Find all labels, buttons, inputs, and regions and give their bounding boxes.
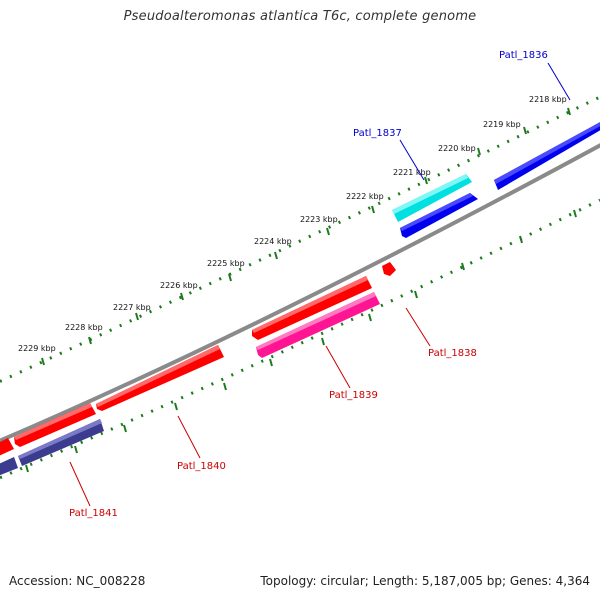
- ruler-tick-label: 2226 kbp: [160, 281, 198, 290]
- ruler-tick-label: 2224 kbp: [254, 237, 292, 246]
- outer-ruler-ticks: [41, 107, 571, 366]
- page-title: Pseudoalteromonas atlantica T6c, complet…: [123, 9, 477, 24]
- ruler-tick-label: 2222 kbp: [346, 192, 384, 201]
- gene-Patl_1839[interactable]: [256, 292, 380, 358]
- gene-forward-unnamed[interactable]: [400, 193, 478, 238]
- gene-Patl_1840[interactable]: [96, 345, 224, 411]
- ruler-tick-label: 2221 kbp: [393, 168, 431, 177]
- ruler-tick-label: 2223 kbp: [300, 215, 338, 224]
- gene-reverse-unnamed-a[interactable]: [14, 403, 96, 447]
- gene-label-Patl_1841: Patl_1841: [69, 508, 118, 519]
- genome-stats-text: Topology: circular; Length: 5,187,005 bp…: [260, 574, 590, 588]
- ruler-tick-label: 2228 kbp: [65, 323, 103, 332]
- gene-Patl_1836[interactable]: [494, 120, 600, 190]
- gene-label-Patl_1840: Patl_1840: [177, 461, 226, 472]
- ruler-tick-label: 2229 kbp: [18, 344, 56, 353]
- gene-label-Patl_1836: Patl_1836: [499, 50, 548, 61]
- gene-Patl_1841[interactable]: [18, 419, 104, 466]
- leader-Patl_1838: [405, 307, 431, 347]
- genome-backbone: [0, 143, 600, 443]
- accession-text: Accession: NC_008228: [9, 574, 146, 588]
- ruler-tick-label: 2227 kbp: [113, 303, 151, 312]
- gene-Patl_1837[interactable]: [392, 174, 472, 222]
- inner-ruler-dotted: [0, 198, 600, 480]
- ruler-tick-label: 2219 kbp: [483, 120, 521, 129]
- gene-label-Patl_1839: Patl_1839: [329, 390, 378, 401]
- ruler-tick-label: 2218 kbp: [529, 95, 567, 104]
- gene-Patl_1838[interactable]: [382, 262, 396, 276]
- gene-label-Patl_1837: Patl_1837: [353, 128, 402, 139]
- leader-Patl_1837: [399, 139, 425, 181]
- ruler-tick-label: 2220 kbp: [438, 144, 476, 153]
- leader-Patl_1841: [69, 461, 91, 507]
- gene-reverse-unnamed-b[interactable]: [0, 438, 14, 460]
- ruler-tick-label: 2225 kbp: [207, 259, 245, 268]
- leader-Patl_1840: [177, 415, 201, 459]
- gene-label-Patl_1838: Patl_1838: [428, 348, 477, 359]
- inner-ruler-ticks: [25, 209, 577, 473]
- gene-Patl_1838-body[interactable]: [252, 276, 372, 340]
- gene-purple-unnamed[interactable]: [0, 457, 18, 479]
- leader-Patl_1836: [547, 62, 571, 101]
- leader-Patl_1839: [325, 345, 351, 389]
